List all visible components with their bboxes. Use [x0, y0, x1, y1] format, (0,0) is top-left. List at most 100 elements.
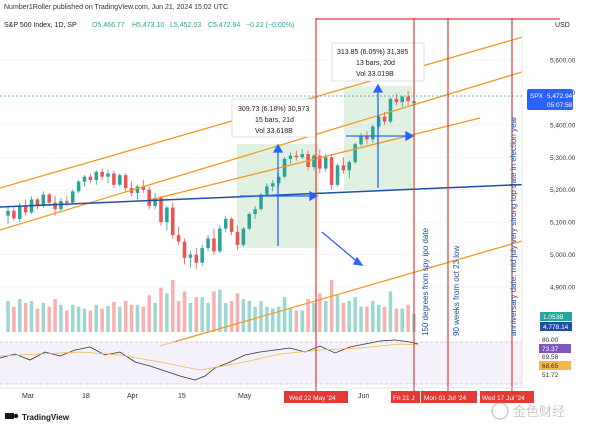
y-tick-label: 5,300.00: [550, 155, 576, 162]
volume-bar: [306, 299, 310, 332]
volume-bars: [6, 280, 416, 332]
candle: [206, 238, 210, 249]
candle: [6, 210, 10, 216]
ohlc-header: S&P 500 Index, 1D, SP O5,466.77 H5,473.1…: [4, 22, 294, 29]
candles: [6, 90, 416, 270]
trendline-short-1: [149, 117, 481, 201]
candle: [394, 98, 399, 103]
candle: [18, 205, 22, 219]
candle: [153, 197, 157, 206]
volume-bar: [135, 304, 140, 332]
volume-bar: [235, 293, 240, 332]
x-tick-label: 15: [178, 393, 186, 400]
volume-bar: [147, 295, 151, 332]
volume-bar: [329, 280, 334, 332]
annotation-spy-ipo: 150 degrees from spy ipo date: [421, 227, 430, 336]
volume-bar: [253, 306, 257, 332]
low-value: L5,452.03: [170, 22, 201, 29]
trend-lines: [0, 36, 522, 347]
measure-box-2-line2: 13 bars, 20d: [356, 60, 395, 67]
date-lines: [315, 18, 560, 400]
open-value: O5,466.77: [92, 22, 125, 29]
candle: [406, 96, 410, 102]
candle: [65, 201, 69, 203]
candle: [118, 175, 122, 185]
candle: [212, 238, 216, 252]
volume-bar: [141, 306, 146, 332]
candle: [218, 228, 222, 252]
measure-box-2-line3: Vol 33.019B: [356, 71, 394, 78]
change-value: −0.22 (−0.00%): [246, 22, 294, 29]
candle: [76, 181, 81, 192]
date-tags: Wed 22 May '24 Fri 21 J Mon 01 Jul '24 W…: [284, 391, 534, 403]
volume-bar: [341, 302, 346, 332]
volume-bar: [229, 301, 234, 332]
volume-bar: [12, 306, 16, 332]
candle: [88, 176, 93, 180]
price-tag-symbol: SPX: [530, 93, 544, 100]
candle: [165, 207, 169, 223]
volume-bar: [112, 301, 116, 332]
volume-bar: [94, 304, 99, 332]
candle: [347, 162, 352, 171]
annotation-oct-low: 90 weeks from oct 23 low: [452, 246, 461, 336]
volume-bar: [200, 297, 204, 332]
candle: [247, 214, 252, 229]
candle: [241, 228, 246, 245]
volume-bar: [206, 302, 210, 332]
annotation-anniversary: anniversary date. mid july very strong t…: [509, 116, 518, 336]
candle: [112, 173, 116, 185]
measure-box-1: 309.73 (6.18%) 30,973 15 bars, 21d Vol 3…: [231, 98, 317, 138]
volume-bar: [18, 299, 22, 332]
rsi-tags: 80.00 73.37 69.58 68.65 51.72: [539, 337, 571, 379]
rsi-line: [0, 339, 419, 381]
candle: [271, 183, 275, 187]
candle: [282, 158, 287, 177]
volume-bar: [35, 308, 40, 332]
volume-bar: [294, 310, 299, 332]
rsi-tag-4: 68.65: [542, 363, 559, 370]
measure-box-1-line3: Vol 33.618B: [255, 128, 293, 135]
price-axis: 5,600.005,500.005,400.005,300.005,200.00…: [521, 30, 576, 388]
date-tag-01-jul: Mon 01 Jul '24: [424, 395, 466, 402]
support-line-blue: [0, 183, 522, 208]
candle: [35, 199, 40, 206]
candle: [400, 96, 404, 103]
volume-bar: [53, 299, 57, 332]
price-tag-countdown: 05:07:58: [547, 102, 573, 109]
candle: [200, 248, 204, 263]
published-by: Number1Roller published on TradingView.c…: [4, 4, 228, 11]
candle: [106, 173, 110, 177]
measure-box-2-line1: 313.85 (6.05%) 31,385: [337, 49, 408, 56]
volume-bar: [123, 301, 128, 332]
volume-bar: [47, 306, 51, 332]
volume-bar: [241, 299, 246, 332]
volume-bar: [65, 310, 69, 332]
y-tick-label: 5,600.00: [550, 57, 576, 64]
volume-bar: [29, 301, 34, 332]
volume-tags: 1.053B 4.778.14: [540, 312, 572, 331]
candle: [12, 210, 16, 219]
y-tick-label: 4,900.00: [550, 285, 576, 292]
candle: [123, 175, 128, 189]
high-value: H5,473.10: [132, 22, 164, 29]
candle: [382, 116, 387, 122]
candle: [312, 155, 316, 167]
volume-bar: [70, 304, 75, 332]
volume-bar: [353, 297, 357, 332]
candle: [265, 186, 269, 195]
close-value: C5,472.94: [208, 22, 240, 29]
volume-bar: [23, 302, 28, 332]
volume-bar: [76, 306, 81, 332]
volume-bar: [265, 306, 269, 332]
candle: [135, 186, 140, 193]
rsi-tag-2: 73.37: [542, 346, 559, 353]
date-tag-21-jun: Fri 21 J: [393, 395, 415, 402]
volume-bar: [88, 310, 93, 332]
watermark-text: 金色财经: [513, 404, 565, 419]
volume-bar: [388, 291, 393, 332]
candle: [188, 254, 193, 258]
price-tag[interactable]: SPX 5,472.94 05:07:58: [527, 89, 573, 110]
volume-bar: [118, 306, 122, 332]
candle: [323, 157, 328, 169]
